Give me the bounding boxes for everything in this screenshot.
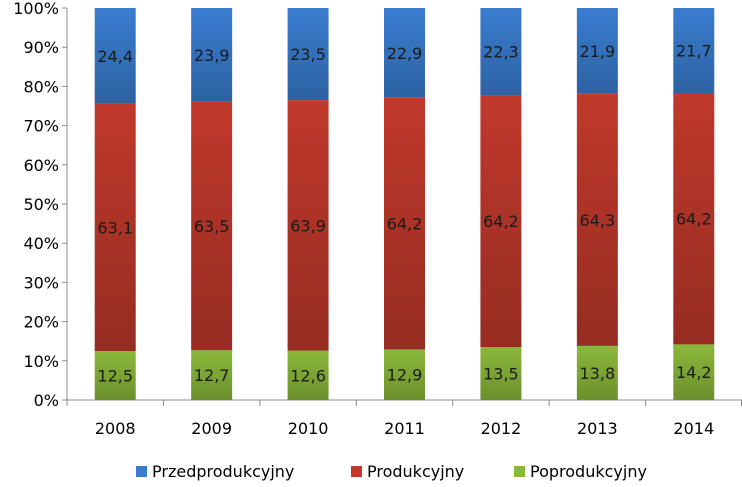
- y-tick-label: 60%: [23, 156, 59, 175]
- y-tick-label: 70%: [23, 117, 59, 136]
- legend-label-poprodukcyjny: Poprodukcyjny: [530, 462, 647, 481]
- legend-label-przedprodukcyjny: Przedprodukcyjny: [152, 462, 294, 481]
- bar-przedprodukcyjny-2009: [191, 8, 233, 102]
- data-label-poprodukcyjny-2012: 13,5: [483, 365, 519, 384]
- y-tick-label: 30%: [23, 273, 59, 292]
- y-tick-label: 100%: [13, 0, 59, 18]
- bar-produkcyjny-2014: [673, 92, 715, 345]
- bar-poprodukcyjny-2013: [576, 345, 618, 400]
- bar-produkcyjny-2008: [94, 103, 136, 351]
- x-tick-label: 2013: [577, 419, 618, 438]
- bar-przedprodukcyjny-2008: [94, 8, 136, 104]
- bar-produkcyjny-2009: [191, 101, 233, 351]
- bar-przedprodukcyjny-2010: [287, 8, 329, 101]
- y-tick-label: 90%: [23, 38, 59, 57]
- bars: [94, 8, 715, 400]
- data-label-przedprodukcyjny-2009: 23,9: [194, 46, 230, 65]
- data-label-poprodukcyjny-2014: 14,2: [676, 363, 712, 382]
- y-tick-label: 20%: [23, 313, 59, 332]
- legend: Przedprodukcyjny Produkcyjny Poprodukcyjny: [136, 462, 647, 481]
- data-label-produkcyjny-2014: 64,2: [676, 210, 712, 229]
- y-tick-label: 0%: [34, 391, 59, 410]
- x-tick-label: 2008: [95, 419, 136, 438]
- x-tick-label: 2011: [384, 419, 425, 438]
- y-tick-label: 50%: [23, 195, 59, 214]
- x-tick-label: 2012: [481, 419, 522, 438]
- bar-przedprodukcyjny-2012: [480, 8, 522, 96]
- data-label-przedprodukcyjny-2014: 21,7: [676, 41, 712, 60]
- bar-poprodukcyjny-2009: [191, 350, 233, 400]
- x-tick-label: 2010: [288, 419, 329, 438]
- data-label-przedprodukcyjny-2011: 22,9: [387, 44, 423, 63]
- bar-przedprodukcyjny-2014: [673, 8, 715, 93]
- bar-przedprodukcyjny-2011: [384, 8, 425, 98]
- bar-poprodukcyjny-2014: [673, 344, 715, 400]
- legend-label-produkcyjny: Produkcyjny: [367, 462, 464, 481]
- bar-poprodukcyjny-2012: [480, 347, 522, 400]
- x-tick-label: 2009: [191, 419, 232, 438]
- data-label-produkcyjny-2012: 64,2: [483, 212, 519, 231]
- data-label-produkcyjny-2013: 64,3: [580, 211, 616, 230]
- data-label-poprodukcyjny-2013: 13,8: [580, 364, 616, 383]
- bar-poprodukcyjny-2010: [287, 350, 329, 400]
- bar-produkcyjny-2013: [576, 93, 618, 346]
- bar-produkcyjny-2010: [287, 100, 329, 351]
- data-label-produkcyjny-2011: 64,2: [387, 215, 423, 234]
- data-label-produkcyjny-2010: 63,9: [290, 216, 326, 235]
- y-axis: 0% 10% 20% 30% 40% 50% 60% 70% 80% 90% 100%: [13, 0, 68, 410]
- x-axis: 2008 2009 2010 2011 2012 2013 2014: [66, 399, 742, 438]
- data-label-poprodukcyjny-2010: 12,6: [290, 366, 326, 385]
- y-tick-label: 40%: [23, 234, 59, 253]
- data-label-przedprodukcyjny-2012: 22,3: [483, 43, 519, 62]
- data-label-produkcyjny-2008: 63,1: [97, 218, 133, 237]
- data-label-przedprodukcyjny-2010: 23,5: [290, 45, 326, 64]
- legend-swatch-przedprodukcyjny: [136, 466, 147, 477]
- bar-poprodukcyjny-2008: [94, 351, 136, 400]
- y-tick-label: 10%: [23, 352, 59, 371]
- bar-produkcyjny-2012: [480, 95, 522, 348]
- data-label-poprodukcyjny-2009: 12,7: [194, 366, 230, 385]
- x-tick-label: 2014: [673, 419, 714, 438]
- bar-produkcyjny-2011: [384, 97, 425, 350]
- bar-poprodukcyjny-2011: [384, 349, 425, 400]
- data-label-poprodukcyjny-2011: 12,9: [387, 366, 423, 385]
- legend-swatch-produkcyjny: [351, 466, 362, 477]
- data-labels: 12,5 63,1 24,4 12,7 63,5 23,9 12,6 63,9 23,5 12,9…: [97, 41, 711, 385]
- data-label-przedprodukcyjny-2008: 24,4: [97, 47, 133, 66]
- data-label-przedprodukcyjny-2013: 21,9: [580, 42, 616, 61]
- bar-przedprodukcyjny-2013: [576, 8, 618, 94]
- data-label-poprodukcyjny-2008: 12,5: [97, 367, 133, 386]
- data-label-produkcyjny-2009: 63,5: [194, 217, 230, 236]
- legend-swatch-poprodukcyjny: [514, 466, 525, 477]
- y-tick-label: 80%: [23, 77, 59, 96]
